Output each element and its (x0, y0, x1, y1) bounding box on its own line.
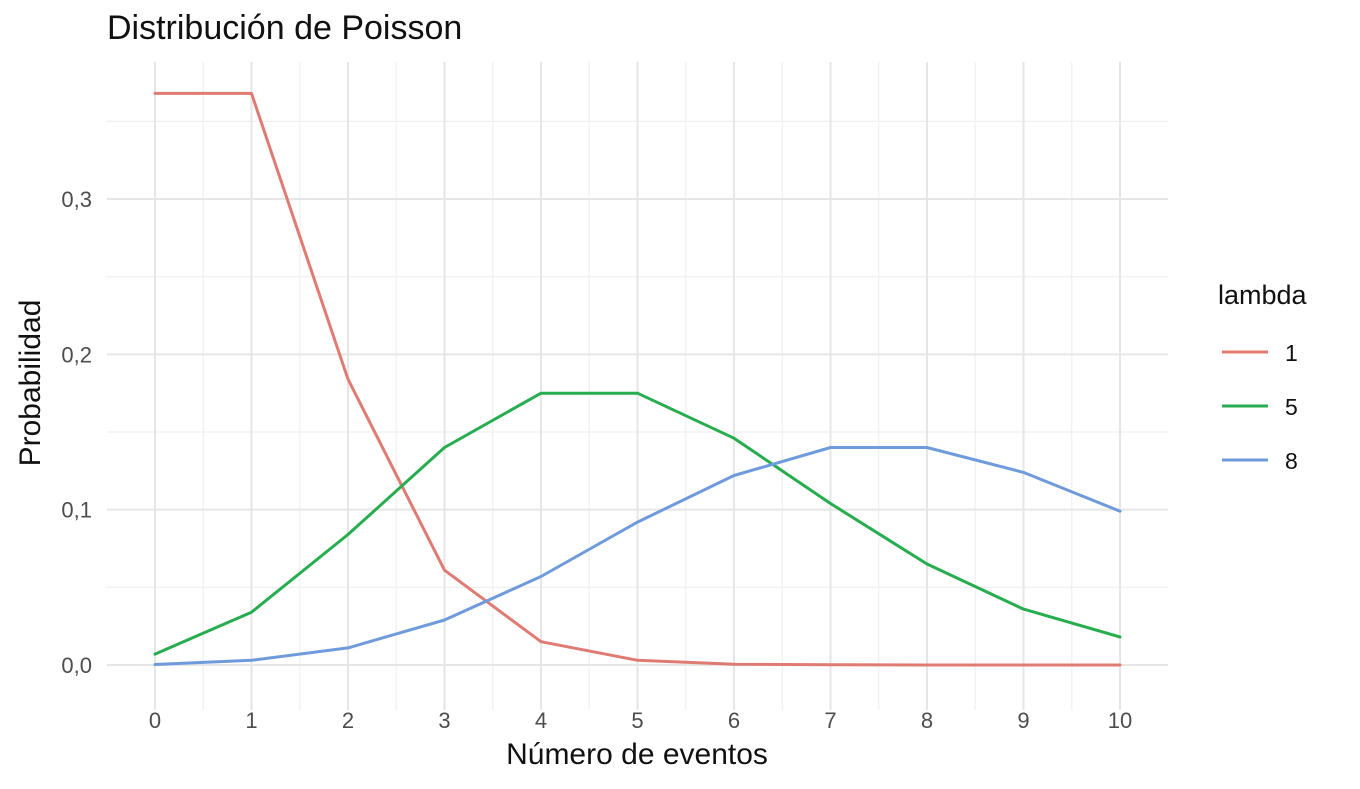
x-axis-title: Número de eventos (506, 738, 768, 771)
legend-label: 8 (1285, 448, 1298, 474)
x-tick-label: 2 (342, 708, 354, 733)
series-line-lambda-8 (153, 446, 1122, 666)
y-tick-label: 0,2 (61, 342, 92, 367)
x-tick-label: 5 (631, 708, 643, 733)
x-axis-ticks: 0 1 2 3 4 5 6 7 8 9 10 (149, 708, 1132, 733)
x-tick-label: 3 (438, 708, 450, 733)
x-tick-label: 1 (245, 708, 257, 733)
x-tick-label: 9 (1017, 708, 1029, 733)
legend-title: lambda (1218, 280, 1308, 310)
chart-title: Distribución de Poisson (107, 9, 462, 47)
x-tick-label: 0 (149, 708, 161, 733)
x-tick-label: 6 (728, 708, 740, 733)
x-tick-label: 10 (1108, 708, 1132, 733)
legend-label: 1 (1285, 340, 1298, 366)
y-axis-ticks: 0,0 0,1 0,2 0,3 (61, 187, 92, 678)
legend: lambda 1 5 8 (1218, 280, 1308, 474)
grid (107, 62, 1168, 710)
series-line-lambda-1 (153, 91, 1122, 667)
y-tick-label: 0,0 (61, 653, 92, 678)
legend-label: 5 (1285, 394, 1298, 420)
x-tick-label: 8 (921, 708, 933, 733)
series-line-lambda-5 (153, 391, 1122, 656)
x-tick-label: 4 (535, 708, 547, 733)
series-lines (153, 91, 1122, 667)
y-axis-title: Probabilidad (14, 300, 47, 467)
x-tick-label: 7 (824, 708, 836, 733)
y-tick-label: 0,1 (61, 498, 92, 523)
y-tick-label: 0,3 (61, 187, 92, 212)
